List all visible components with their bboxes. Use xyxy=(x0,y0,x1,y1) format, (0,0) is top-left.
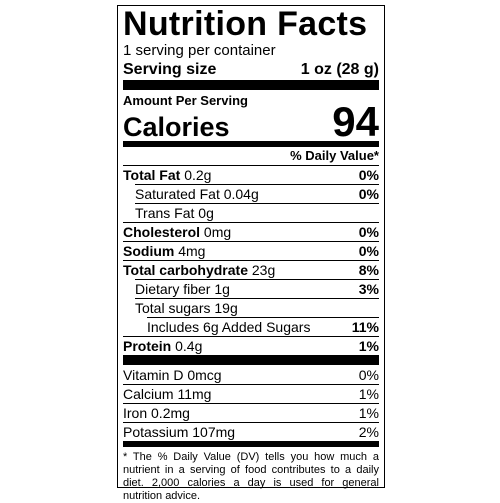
vitamin-label: Vitamin D 0mcg xyxy=(123,366,222,384)
vitamin-amount: 11mg xyxy=(177,386,212,402)
nutrient-label: Dietary fiber 1g xyxy=(135,280,230,298)
serving-size: Serving size 1 oz (28 g) xyxy=(123,60,379,90)
nutrient-dv: 1% xyxy=(358,338,379,354)
nutrients: Total Fat 0.2g 0% Saturated Fat 0.04g 0% Tra… xyxy=(123,165,379,365)
calories: Calories 94 xyxy=(123,101,379,147)
nutrient-row: Saturated Fat 0.04g 0% xyxy=(135,184,379,203)
calories-label: Calories xyxy=(123,112,230,142)
calories-value: 94 xyxy=(332,98,379,145)
nutrient-amount: 4mg xyxy=(178,243,206,259)
nutrient-label: Cholesterol 0mg xyxy=(123,223,231,241)
nutrient-name: Protein xyxy=(123,338,172,354)
nutrient-amount: 19g xyxy=(214,300,238,316)
nutrient-name: Includes 6g Added Sugars xyxy=(147,319,311,335)
nutrient-dv: 0% xyxy=(358,243,379,259)
nutrient-amount: 0.04g xyxy=(223,186,259,202)
serving-size-label: Serving size xyxy=(123,61,217,78)
nutrient-amount: 23g xyxy=(251,262,276,278)
nutrient-label: Trans Fat 0g xyxy=(135,204,214,222)
nutrient-amount: 0g xyxy=(198,205,214,221)
vitamins: Vitamin D 0mcg 0% Calcium 11mg 1% Iron 0.2mg… xyxy=(123,366,379,447)
vitamin-dv: 1% xyxy=(358,386,379,402)
vitamin-row: Vitamin D 0mcg 0% xyxy=(123,366,379,384)
nutrient-dv: 0% xyxy=(358,167,379,183)
nutrient-amount: 0mg xyxy=(203,224,232,240)
amount-label: Amount Per Serving xyxy=(123,93,248,108)
nutrient-name: Trans Fat xyxy=(135,205,195,221)
nutrient-label: Protein 0.4g xyxy=(123,337,202,355)
nutrition-label: Nutrition Facts 1 serving per container … xyxy=(117,5,385,502)
nutrient-amount: 0.2g xyxy=(184,167,212,183)
nutrient-label: Includes 6g Added Sugars xyxy=(147,318,310,336)
vitamin-row: Iron 0.2mg 1% xyxy=(123,403,379,422)
vitamin-name: Vitamin D xyxy=(123,367,184,383)
servings: 1 serving per container xyxy=(123,42,276,59)
nutrient-name: Dietary fiber xyxy=(135,281,211,297)
nutrient-name: Cholesterol xyxy=(123,224,201,240)
serving-size-value: 1 oz (28 g) xyxy=(300,61,379,78)
nutrient-row: Protein 0.4g 1% xyxy=(123,336,379,365)
vitamin-dv: 2% xyxy=(358,424,379,440)
vitamin-label: Iron 0.2mg xyxy=(123,404,190,422)
nutrient-row: Includes 6g Added Sugars 11% xyxy=(147,317,379,336)
nutrient-label: Saturated Fat 0.04g xyxy=(135,185,259,203)
title: Nutrition Facts xyxy=(123,5,368,43)
vitamin-dv: 1% xyxy=(358,405,379,421)
vitamin-amount: 107mg xyxy=(192,424,236,440)
nutrient-name: Total carbohydrate xyxy=(123,262,248,278)
nutrient-row: Cholesterol 0mg 0% xyxy=(123,222,379,241)
nutrient-row: Total sugars 19g xyxy=(135,298,379,317)
nutrient-dv: 11% xyxy=(351,319,379,335)
nutrient-name: Sodium xyxy=(123,243,175,259)
nutrient-row: Total Fat 0.2g 0% xyxy=(123,165,379,184)
nutrient-name: Total sugars xyxy=(135,300,211,316)
nutrient-amount: 0.4g xyxy=(175,338,203,354)
nutrient-dv: 8% xyxy=(358,262,379,278)
vitamin-name: Iron xyxy=(123,405,148,421)
nutrient-label: Total sugars 19g xyxy=(135,299,238,317)
nutrient-name: Total Fat xyxy=(123,167,181,183)
nutrient-label: Total carbohydrate 23g xyxy=(123,261,275,279)
dv-header: % Daily Value* xyxy=(290,148,379,163)
vitamin-label: Calcium 11mg xyxy=(123,385,211,403)
nutrient-name: Saturated Fat xyxy=(135,186,220,202)
vitamin-row: Calcium 11mg 1% xyxy=(123,384,379,403)
nutrient-dv: 0% xyxy=(358,224,379,240)
vitamin-label: Potassium 107mg xyxy=(123,423,235,441)
nutrient-row: Sodium 4mg 0% xyxy=(123,241,379,260)
nutrient-label: Sodium 4mg xyxy=(123,242,205,260)
vitamin-name: Potassium xyxy=(123,424,189,440)
footnote: * The % Daily Value (DV) tells you how m… xyxy=(123,451,379,502)
nutrient-row: Total carbohydrate 23g 8% xyxy=(123,260,379,279)
nutrient-row: Trans Fat 0g xyxy=(135,203,379,222)
nutrient-amount: 1g xyxy=(214,281,230,297)
vitamin-name: Calcium xyxy=(123,386,174,402)
vitamin-amount: 0.2mg xyxy=(151,405,190,421)
nutrient-dv: 0% xyxy=(358,186,379,202)
vitamin-row: Potassium 107mg 2% xyxy=(123,422,379,447)
nutrient-label: Total Fat 0.2g xyxy=(123,166,211,184)
vitamin-dv: 0% xyxy=(358,367,379,383)
vitamin-amount: 0mcg xyxy=(187,367,222,383)
nutrient-row: Dietary fiber 1g 3% xyxy=(135,279,379,298)
nutrient-dv: 3% xyxy=(358,281,379,297)
